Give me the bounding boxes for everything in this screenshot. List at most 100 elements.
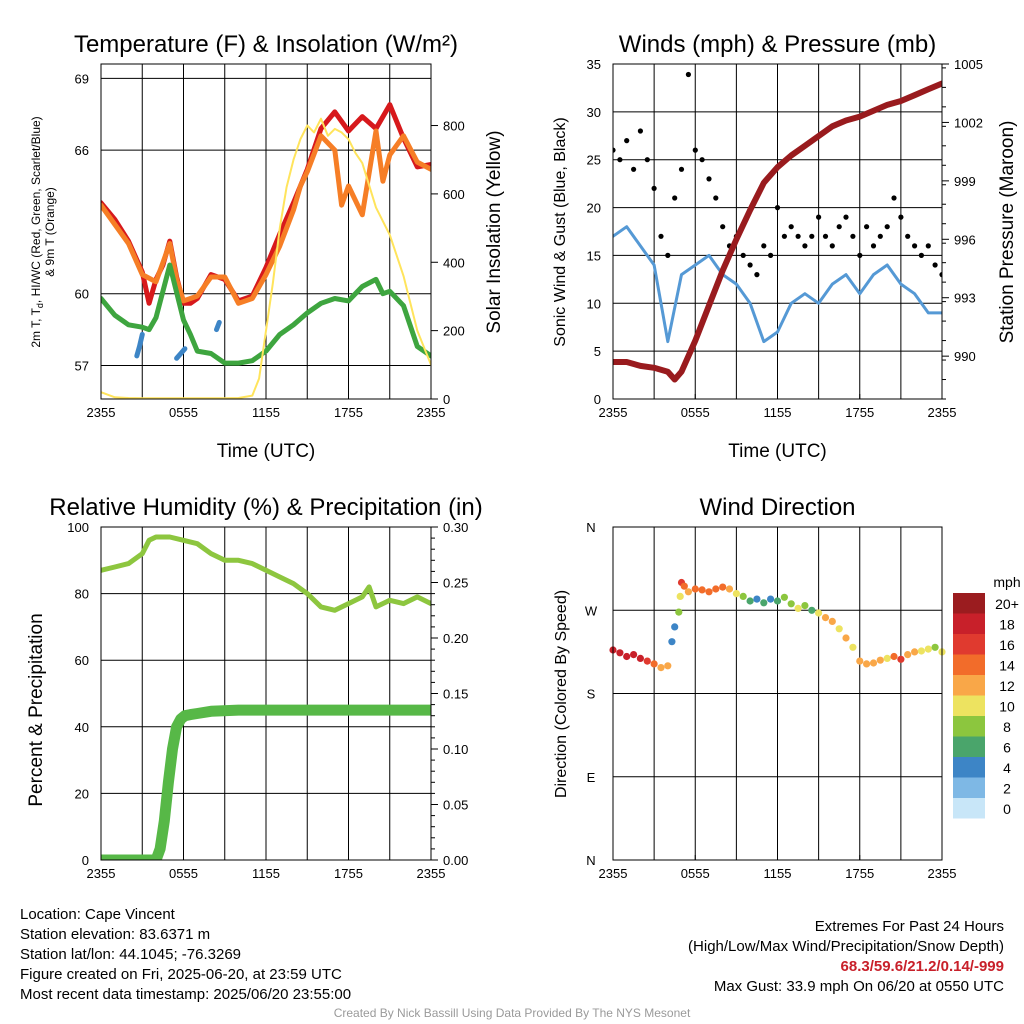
- direction-point: [863, 660, 871, 668]
- y2-axis-label: Solar Insolation (Yellow): [484, 130, 505, 333]
- rh-series-line-0: [101, 534, 431, 613]
- chart-title: Relative Humidity (%) & Precipitation (i…: [49, 494, 482, 521]
- gust-point: [864, 224, 870, 230]
- y-tick-label: 40: [75, 720, 89, 735]
- gust-point: [850, 233, 856, 239]
- gust-point: [870, 243, 877, 249]
- direction-point: [691, 585, 699, 593]
- y2-tick-label: 0.15: [443, 687, 468, 702]
- y2-tick-label: 996: [954, 232, 976, 247]
- direction-point: [767, 595, 775, 603]
- direction-point: [815, 609, 823, 617]
- x-tick-label: 1155: [252, 866, 280, 881]
- x-tick-label: 1155: [764, 866, 792, 881]
- windchill-segment: [134, 331, 145, 359]
- figure-created: Figure created on Fri, 2025-06-20, at 23…: [20, 966, 342, 983]
- y-tick-label: N: [586, 520, 595, 535]
- y2-tick-label: 0.25: [443, 576, 468, 591]
- direction-point: [876, 656, 884, 664]
- y-tick-label: 30: [587, 105, 601, 120]
- direction-point: [760, 599, 768, 607]
- direction-point: [671, 623, 679, 631]
- y-tick-label: 15: [587, 248, 601, 263]
- legend-label: 12: [999, 678, 1015, 694]
- direction-point: [835, 625, 843, 633]
- legend-swatch: [953, 777, 985, 798]
- gust-point: [754, 272, 760, 278]
- direction-point: [917, 647, 926, 655]
- legend-label: 8: [1003, 719, 1011, 735]
- legend-label: 2: [1003, 781, 1011, 797]
- direction-point: [801, 602, 809, 610]
- gust-point: [809, 233, 815, 239]
- direction-point: [630, 651, 638, 659]
- direction-point: [650, 660, 658, 668]
- legend-swatch: [953, 695, 985, 716]
- station-info: Location: Cape Vincent Station elevation…: [20, 905, 351, 1005]
- y-tick-label: 60: [75, 287, 89, 302]
- rh-series-line-1: [101, 704, 431, 860]
- direction-point: [821, 614, 830, 622]
- direction-point: [787, 600, 795, 608]
- x-tick-label: 1755: [334, 405, 363, 420]
- direction-point: [904, 651, 912, 659]
- x-tick-label: 2355: [928, 405, 957, 420]
- x-tick-label: 1755: [845, 866, 874, 881]
- gust-point: [774, 205, 781, 211]
- x-tick-label: 2355: [87, 866, 116, 881]
- x-tick-label: 0555: [169, 866, 198, 881]
- gust-point: [665, 252, 671, 258]
- direction-point: [698, 586, 706, 594]
- legend-swatch: [953, 675, 985, 696]
- station-location: Location: Cape Vincent: [20, 906, 175, 923]
- x-tick-label: 1755: [845, 405, 874, 420]
- gust-point: [781, 233, 788, 239]
- gust-point: [788, 224, 794, 230]
- plot-frame: [100, 526, 432, 861]
- direction-point: [897, 655, 905, 663]
- x-axis-label: Time (UTC): [728, 441, 827, 462]
- chart-title: Wind Direction: [699, 494, 855, 521]
- extremes-subtitle: (High/Low/Max Wind/Precipitation/Snow De…: [688, 938, 1004, 955]
- y-axis-label-line2: & 9m T (Orange): [43, 187, 57, 277]
- y2-axis-label: Station Pressure (Maroon): [997, 121, 1018, 344]
- gust-point: [822, 233, 829, 239]
- legend-label: 0: [1003, 801, 1011, 817]
- y2-tick-label: 0.30: [443, 520, 468, 535]
- legend-swatch: [953, 634, 985, 655]
- direction-point: [753, 595, 761, 603]
- gust-point: [617, 157, 623, 163]
- y2-tick-label: 990: [954, 349, 976, 364]
- x-tick-label: 1155: [252, 405, 280, 420]
- plot-frame: [612, 63, 943, 400]
- direction-point: [883, 654, 891, 663]
- station-latlon: Station lat/lon: 44.1045; -76.3269: [20, 946, 242, 963]
- y-tick-label: 100: [67, 520, 89, 535]
- direction-point: [616, 649, 624, 657]
- gust-point: [802, 243, 808, 249]
- y-tick-label: 80: [75, 587, 89, 602]
- direction-point: [676, 592, 684, 601]
- y2-tick-label: 200: [443, 324, 465, 339]
- direction-point: [924, 645, 932, 653]
- legend-swatch: [953, 757, 985, 778]
- gust-point: [747, 262, 753, 268]
- plot-frame: [100, 63, 432, 400]
- x-tick-label: 0555: [169, 405, 198, 420]
- gust-point: [795, 233, 801, 239]
- y-tick-label: N: [586, 853, 595, 868]
- gust-point: [912, 243, 918, 249]
- direction-point: [773, 597, 782, 605]
- direction-point: [623, 652, 631, 661]
- gust-point: [939, 272, 942, 278]
- direction-point: [712, 585, 720, 593]
- gust-point: [843, 214, 849, 220]
- y2-tick-label: 800: [443, 119, 465, 134]
- gust-point: [891, 195, 897, 201]
- y-tick-label: 20: [587, 201, 601, 216]
- gust-point: [740, 252, 746, 258]
- y-tick-label: E: [587, 770, 596, 785]
- direction-point: [732, 590, 741, 598]
- credit-line: Created By Nick Bassill Using Data Provi…: [333, 1006, 691, 1020]
